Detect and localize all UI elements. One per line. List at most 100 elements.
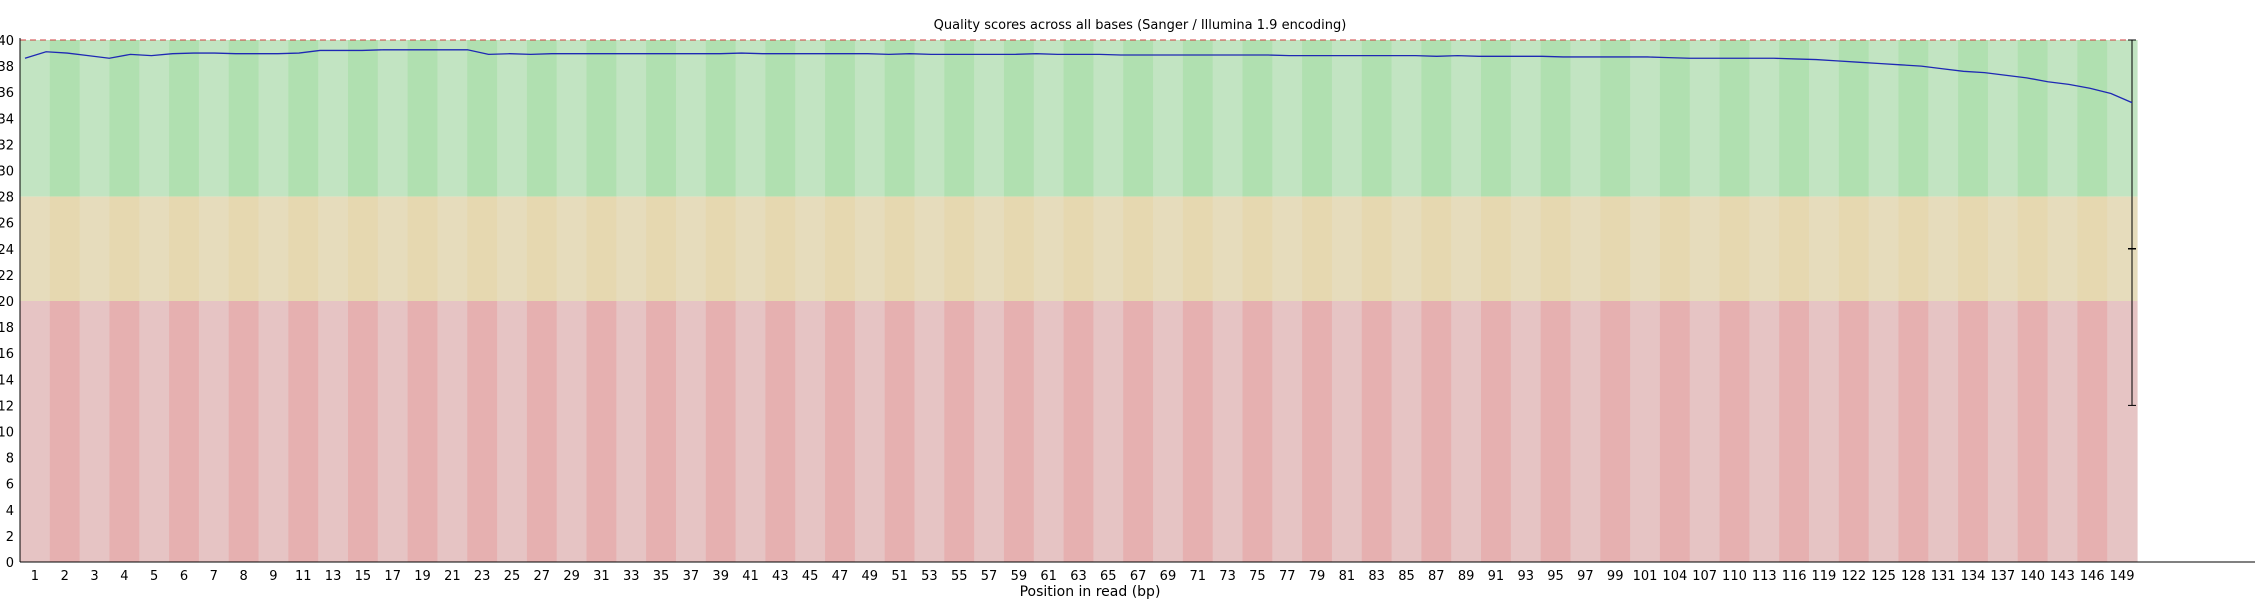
zone-poor-stripe: [1361, 301, 1393, 562]
zone-good-stripe: [1123, 40, 1154, 197]
y-tick-label: 26: [0, 217, 14, 232]
x-tick-label: 53: [921, 569, 938, 584]
zone-reasonable-stripe: [2077, 196, 2108, 301]
zone-poor-stripe: [49, 301, 81, 562]
zone-poor-stripe: [1331, 301, 1363, 562]
x-tick-label: 21: [444, 569, 461, 584]
x-tick-label: 113: [1752, 569, 1777, 584]
y-tick-label: 18: [0, 321, 14, 336]
x-tick-label: 110: [1722, 569, 1747, 584]
zone-reasonable-stripe: [1868, 196, 1900, 301]
x-tick-label: 41: [742, 569, 759, 584]
zone-good-stripe: [1838, 40, 1870, 197]
x-axis-label: Position in read (bp): [1020, 584, 1161, 600]
zone-poor-stripe: [467, 301, 498, 562]
x-tick-label: 35: [653, 569, 670, 584]
x-tick-label: 27: [534, 569, 551, 584]
zone-good-stripe: [1659, 40, 1691, 197]
zone-good-stripe: [1003, 40, 1035, 197]
zone-reasonable-stripe: [2017, 196, 2049, 301]
y-tick-label: 12: [0, 399, 14, 414]
y-tick-label: 2: [6, 530, 14, 545]
zone-good-stripe: [646, 40, 677, 197]
zone-poor-stripe: [586, 301, 617, 562]
x-tick-label: 77: [1279, 569, 1296, 584]
zone-poor-stripe: [1451, 301, 1482, 562]
zone-reasonable-stripe: [1719, 196, 1750, 301]
zone-reasonable-stripe: [1779, 196, 1810, 301]
x-tick-label: 71: [1189, 569, 1206, 584]
x-tick-label: 51: [891, 569, 908, 584]
x-tick-label: 93: [1517, 569, 1534, 584]
zone-reasonable-stripe: [914, 196, 945, 301]
zone-poor-stripe: [675, 301, 707, 562]
zone-good-stripe: [1719, 40, 1750, 197]
zone-good-stripe: [1212, 40, 1244, 197]
x-tick-label: 37: [683, 569, 700, 584]
zone-good-stripe: [944, 40, 975, 197]
zone-good-stripe: [1451, 40, 1482, 197]
x-tick-label: 13: [325, 569, 342, 584]
x-tick-label: 95: [1547, 569, 1564, 584]
zone-reasonable-stripe: [407, 196, 439, 301]
chart-title: Quality scores across all bases (Sanger …: [934, 18, 1347, 33]
x-tick-label: 23: [474, 569, 491, 584]
zone-poor-stripe: [1928, 301, 1959, 562]
zone-good-stripe: [1868, 40, 1900, 197]
zone-reasonable-stripe: [556, 196, 588, 301]
zone-poor-stripe: [437, 301, 468, 562]
zone-reasonable-stripe: [1003, 196, 1035, 301]
y-tick-label: 14: [0, 373, 14, 388]
zone-reasonable-stripe: [198, 196, 230, 301]
x-tick-label: 87: [1428, 569, 1445, 584]
x-tick-label: 61: [1040, 569, 1057, 584]
zone-poor-stripe: [1958, 301, 1989, 562]
zone-good-stripe: [825, 40, 856, 197]
zone-reasonable-stripe: [1123, 196, 1154, 301]
x-tick-label: 8: [239, 569, 247, 584]
x-tick-label: 2: [61, 569, 69, 584]
zone-poor-stripe: [79, 301, 111, 562]
x-tick-label: 31: [593, 569, 610, 584]
x-axis-ticks: 1 2 3 4 5 6 7 8 9 11 13 15 17 19 21 23 25 27 29 31 33 35 37 39 4…: [31, 569, 2135, 584]
zone-good-stripe: [1033, 40, 1065, 197]
zone-poor-stripe: [735, 301, 767, 562]
zone-poor-stripe: [2107, 301, 2138, 562]
zone-reasonable-stripe: [1987, 196, 2019, 301]
zone-good-stripe: [1242, 40, 1273, 197]
zone-poor-stripe: [526, 301, 558, 562]
y-tick-label: 40: [0, 34, 14, 49]
zone-poor-stripe: [169, 301, 200, 562]
zone-reasonable-stripe: [884, 196, 916, 301]
zone-good-stripe: [467, 40, 498, 197]
zone-good-stripe: [1153, 40, 1184, 197]
zone-good-stripe: [526, 40, 558, 197]
x-tick-label: 119: [1812, 569, 1837, 584]
zone-reasonable-stripe: [825, 196, 856, 301]
zone-reasonable-stripe: [347, 196, 379, 301]
zone-good-stripe: [1958, 40, 1989, 197]
zone-reasonable-stripe: [1689, 196, 1721, 301]
zone-poor-stripe: [347, 301, 379, 562]
y-tick-label: 32: [0, 138, 14, 153]
zone-reasonable-stripe: [1630, 196, 1661, 301]
zone-reasonable-stripe: [1421, 196, 1452, 301]
zone-poor-stripe: [1600, 301, 1631, 562]
zone-poor-stripe: [646, 301, 677, 562]
zone-reasonable-stripe: [2047, 196, 2078, 301]
zone-reasonable-stripe: [1153, 196, 1184, 301]
zone-poor-stripe: [1510, 301, 1542, 562]
zone-poor-stripe: [1779, 301, 1810, 562]
x-tick-label: 131: [1931, 569, 1956, 584]
x-tick-label: 134: [1961, 569, 1986, 584]
x-tick-label: 85: [1398, 569, 1415, 584]
zone-poor-stripe: [1838, 301, 1870, 562]
zone-good-stripe: [1630, 40, 1661, 197]
zone-reasonable-stripe: [1809, 196, 1840, 301]
zone-poor-stripe: [765, 301, 796, 562]
zone-poor-stripe: [2017, 301, 2049, 562]
zone-good-stripe: [139, 40, 170, 197]
zone-reasonable-stripe: [1272, 196, 1303, 301]
zone-poor-stripe: [2077, 301, 2108, 562]
